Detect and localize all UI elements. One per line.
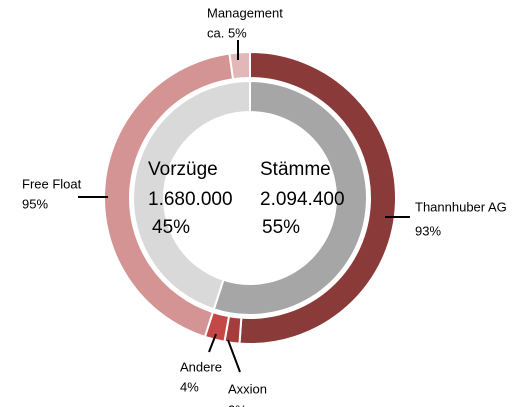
inner-segment: [212, 79, 368, 316]
segment-name: Thannhuber AG: [415, 199, 507, 214]
inner-share: 45%: [152, 217, 190, 238]
inner-name: Vorzüge: [148, 159, 218, 180]
segment-value: 4%: [180, 379, 199, 394]
leader-line: [208, 333, 217, 353]
inner-segment: [132, 79, 251, 311]
outer-segment: [228, 50, 251, 81]
rings: [103, 50, 397, 345]
segment-value: 3%: [228, 402, 247, 407]
segment-name: Axxion: [228, 381, 267, 396]
inner-share: 55%: [262, 217, 300, 238]
leader-line: [227, 339, 241, 373]
segment-name: Free Float: [22, 176, 82, 191]
segment-name: Andere: [180, 359, 222, 374]
segment-name: Management: [207, 5, 283, 20]
segment-value: 93%: [415, 223, 441, 238]
inner-name: Stämme: [260, 159, 331, 180]
inner-value: 2.094.400: [260, 189, 345, 210]
segment-value: ca. 5%: [207, 25, 247, 40]
segment-value: 95%: [22, 196, 48, 211]
inner-value: 1.680.000: [148, 189, 233, 210]
